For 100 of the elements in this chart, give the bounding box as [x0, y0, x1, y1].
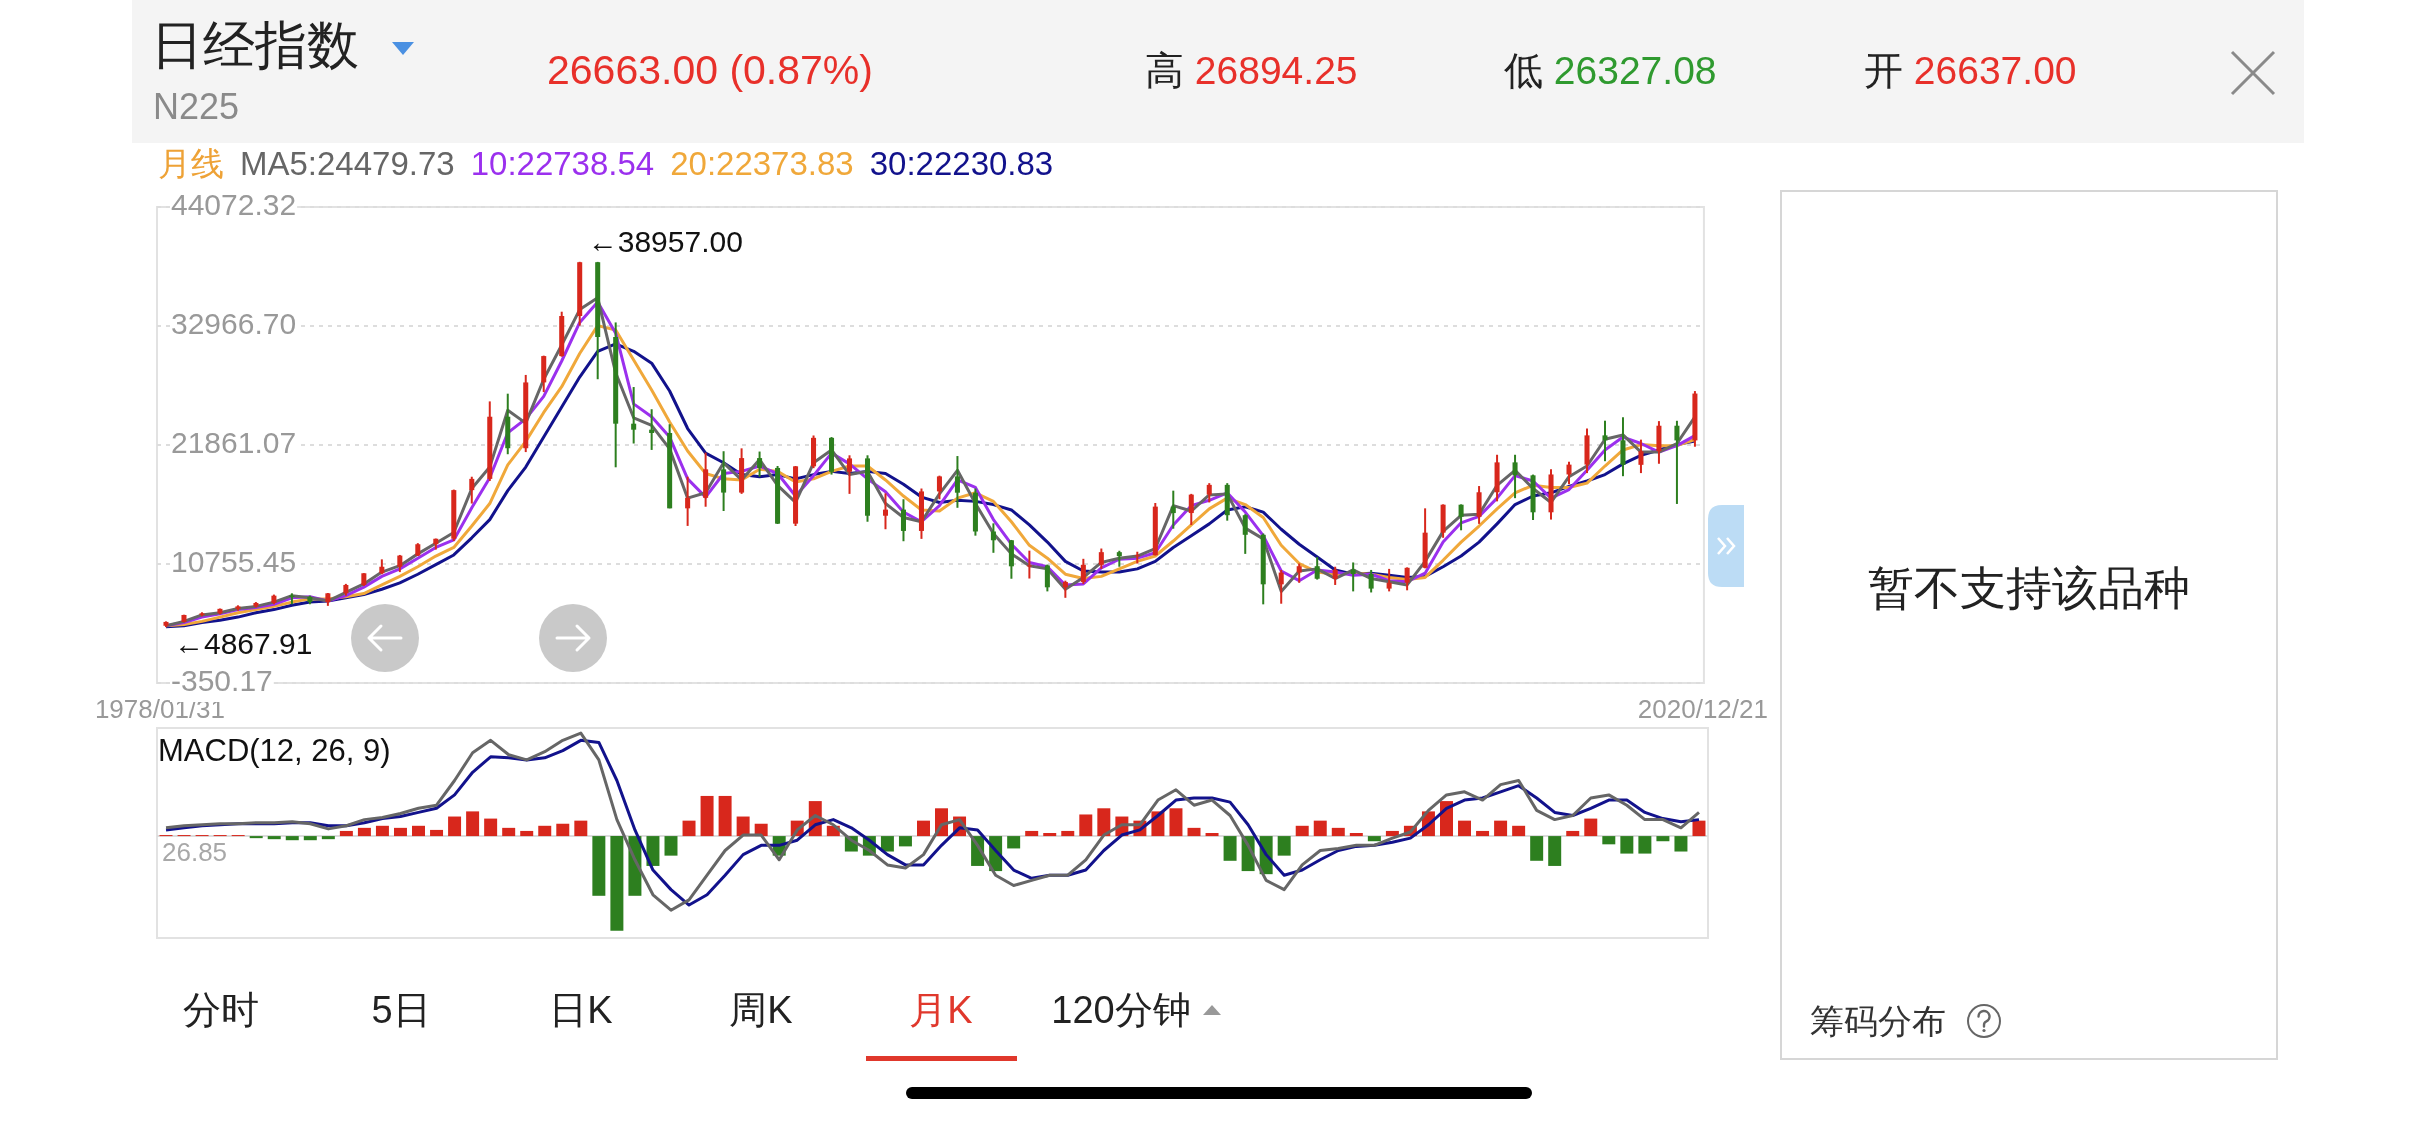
bar	[1349, 833, 1363, 837]
candlestick	[1458, 503, 1464, 532]
bar	[357, 827, 371, 837]
bar	[610, 836, 624, 931]
bar	[916, 820, 930, 837]
annotation: ←38957.00	[587, 225, 743, 259]
bar	[592, 836, 606, 896]
bar	[1277, 836, 1291, 856]
bar	[484, 818, 498, 837]
y-tick-label: 44072.32	[171, 188, 297, 222]
candlestick	[1404, 566, 1410, 592]
bar	[1512, 825, 1526, 837]
candlestick	[721, 450, 727, 513]
candlestick	[1278, 568, 1284, 605]
candlestick	[1170, 489, 1176, 530]
bar	[1566, 830, 1580, 837]
candlestick	[847, 454, 853, 495]
candlestick	[1602, 419, 1608, 463]
text: 开 26637.00	[1864, 49, 2077, 92]
bar	[1205, 833, 1219, 837]
annotation: 26.85	[162, 837, 228, 868]
candlestick	[685, 475, 691, 527]
bar	[1692, 820, 1706, 837]
bar	[267, 836, 281, 840]
bar	[1656, 836, 1670, 842]
text: MA5:24479.73	[240, 145, 455, 182]
bar	[1367, 836, 1381, 842]
candlestick	[1566, 460, 1572, 486]
candlestick	[1386, 567, 1392, 593]
candlestick	[1296, 562, 1302, 584]
bar	[1638, 836, 1652, 854]
candlestick	[1638, 438, 1644, 475]
bar	[682, 820, 696, 837]
bar	[502, 827, 516, 837]
bar	[1331, 827, 1345, 837]
candlestick	[1188, 492, 1194, 526]
bar	[1458, 820, 1472, 837]
candlestick	[1674, 419, 1680, 505]
candlestick	[757, 450, 763, 478]
candlestick	[1080, 557, 1086, 585]
bar	[1530, 836, 1544, 861]
bar	[718, 795, 732, 837]
y-tick-label: 21861.07	[171, 426, 297, 460]
bar	[574, 820, 588, 837]
text: 周K	[729, 988, 793, 1033]
bar	[1674, 836, 1688, 852]
bar	[1025, 830, 1039, 837]
bar	[285, 836, 299, 841]
text: 高 26894.25	[1145, 49, 1358, 92]
bar	[393, 827, 407, 837]
bar	[1602, 836, 1616, 845]
candlestick	[1026, 549, 1032, 580]
bar	[1494, 820, 1508, 837]
candlestick	[1350, 561, 1356, 593]
bar	[321, 836, 335, 840]
candlestick	[1512, 453, 1518, 500]
bar	[1476, 830, 1490, 837]
bar	[1079, 814, 1093, 837]
text: 120分钟	[1051, 988, 1191, 1033]
candlestick	[1206, 482, 1212, 504]
bar	[1584, 818, 1598, 837]
text: 20:22373.83	[670, 145, 854, 182]
text: 5日	[371, 988, 431, 1033]
bar	[898, 836, 912, 847]
text: 月K	[909, 988, 973, 1033]
bar	[700, 795, 714, 837]
y-tick-label: 10755.45	[171, 545, 297, 579]
bar	[412, 825, 425, 837]
bar	[1385, 830, 1399, 837]
bar	[1295, 825, 1309, 837]
bar	[1061, 830, 1075, 837]
chart-subtitle: N225	[153, 86, 240, 128]
text: 26663.00 (0.87%)	[547, 46, 873, 95]
bar	[1548, 836, 1562, 866]
text: 10:22738.54	[470, 145, 655, 182]
candlestick	[1098, 547, 1104, 570]
candlestick	[990, 522, 996, 554]
bar	[1187, 827, 1201, 837]
candlestick	[954, 455, 960, 509]
bar	[1313, 820, 1327, 837]
bar	[448, 816, 462, 837]
annotation: ←4867.91	[173, 627, 313, 661]
candlestick	[1314, 556, 1320, 581]
bar	[880, 836, 894, 852]
bar	[1097, 808, 1111, 837]
bar	[736, 816, 750, 837]
text: 分时	[183, 988, 259, 1033]
bar	[646, 836, 660, 866]
bar	[339, 830, 353, 837]
candlestick	[900, 498, 906, 543]
bar	[375, 825, 389, 837]
candlestick	[469, 475, 475, 505]
bar	[520, 830, 534, 837]
legend-title: 月线	[158, 145, 224, 182]
candlestick	[1134, 550, 1140, 565]
bar	[466, 811, 480, 837]
x-tick-label: 2020/12/21	[1637, 693, 1768, 724]
bar	[249, 836, 263, 839]
bar	[1007, 836, 1021, 849]
candlestick	[1242, 513, 1248, 555]
